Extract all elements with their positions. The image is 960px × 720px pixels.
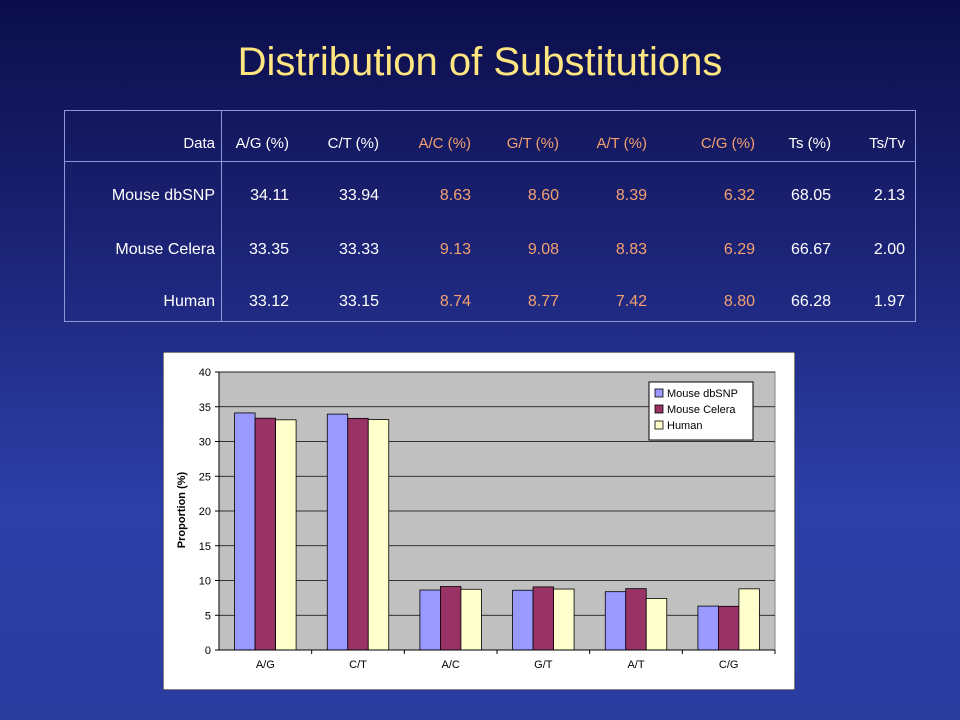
legend-swatch [654, 404, 664, 414]
legend-swatch [654, 388, 664, 398]
x-tick-labels: A/G C/T A/C G/T A/T C/G [256, 650, 776, 671]
bar-human-cg [738, 588, 760, 651]
x-tick-label: G/T [534, 659, 553, 671]
gridlines [219, 371, 775, 616]
bar-mouse-dbsnp-cg [697, 605, 719, 651]
x-tick-label: C/G [719, 659, 739, 671]
y-tick-label: 20 [199, 506, 211, 518]
x-tick-label: C/T [349, 659, 367, 671]
header-ac: A/C (%) [418, 135, 472, 152]
cell-ts: 66.67 [790, 241, 831, 258]
bar-mouse-dbsnp-gt [512, 589, 534, 651]
bar-mouse-celera-ct [347, 417, 369, 651]
cell-ag: 33.35 [248, 241, 289, 258]
row-label: Human [163, 293, 215, 310]
cell-ac: 8.74 [439, 293, 471, 310]
header-ts: Ts (%) [788, 135, 832, 152]
bar-human-gt [553, 588, 575, 651]
cell-ag: 34.11 [250, 187, 289, 204]
y-tick-label: 25 [199, 471, 211, 483]
row-label: Mouse Celera [115, 241, 215, 258]
legend-entry: Mouse dbSNP [667, 388, 738, 400]
cell-gt: 8.77 [527, 293, 559, 310]
cell-gt: 9.08 [527, 241, 559, 258]
table-divider-vertical [221, 111, 222, 321]
substitution-bar-chart: 0 5 10 15 20 25 30 35 40 A/G C/T A/C G/T A/T C/G Prop… [163, 352, 795, 690]
bars [234, 412, 760, 651]
bar-human-ac [460, 588, 482, 651]
table-divider-horizontal [65, 161, 915, 162]
cell-ts: 68.05 [790, 187, 831, 204]
cell-ac: 9.13 [439, 241, 471, 258]
x-tick-label: A/T [627, 659, 644, 671]
row-label: Mouse dbSNP [111, 187, 215, 204]
cell-cg: 6.32 [723, 187, 755, 204]
header-tstv: Ts/Tv [869, 135, 905, 152]
cell-at: 8.83 [615, 241, 647, 258]
cell-ct: 33.33 [338, 241, 379, 258]
cell-ag: 33.12 [248, 293, 289, 310]
y-tick-label: 0 [205, 645, 211, 657]
y-tick-label: 15 [199, 541, 211, 553]
bar-mouse-dbsnp-ac [419, 589, 441, 651]
cell-ac: 8.63 [439, 187, 471, 204]
y-tick-labels: 0 5 10 15 20 25 30 35 40 [199, 367, 219, 657]
substitution-table: Data A/G (%) C/T (%) A/C (%) G/T (%) A/T… [64, 110, 916, 322]
bar-mouse-dbsnp-ct [326, 413, 349, 651]
cell-tstv: 2.00 [873, 241, 905, 258]
legend-entry: Human [667, 420, 702, 432]
bar-mouse-celera-at [625, 588, 647, 651]
cell-at: 7.42 [615, 293, 647, 310]
y-tick-label: 40 [199, 367, 211, 379]
slide-title: Distribution of Substitutions [237, 40, 723, 84]
y-axis-label: Proportion (%) [176, 471, 188, 548]
bar-mouse-celera-ag [254, 417, 276, 651]
bar-human-ag [275, 419, 297, 651]
legend-box [648, 381, 754, 441]
cell-gt: 8.60 [527, 187, 559, 204]
header-cg: C/G (%) [700, 135, 755, 152]
header-data: Data [183, 135, 215, 152]
bar-mouse-dbsnp-at [604, 591, 627, 651]
cell-ct: 33.94 [338, 187, 379, 204]
legend-entry: Mouse Celera [667, 404, 736, 416]
y-tick-label: 35 [199, 402, 211, 414]
x-tick-label: A/C [441, 659, 459, 671]
bar-human-at [645, 598, 668, 651]
legend-swatch [654, 420, 664, 430]
cell-tstv: 2.13 [873, 187, 905, 204]
cell-ts: 66.28 [790, 293, 831, 310]
y-tick-label: 5 [205, 610, 211, 622]
bar-mouse-celera-gt [532, 586, 554, 651]
y-tick-label: 30 [199, 437, 211, 449]
header-ag: A/G (%) [235, 135, 289, 152]
cell-cg: 6.29 [723, 241, 755, 258]
bar-mouse-dbsnp-ag [234, 412, 256, 651]
cell-ct: 33.15 [338, 293, 379, 310]
cell-tstv: 1.97 [873, 293, 905, 310]
bar-mouse-celera-cg [718, 605, 740, 651]
cell-cg: 8.80 [723, 293, 755, 310]
header-at: A/T (%) [596, 135, 647, 152]
bar-human-ct [367, 419, 390, 651]
header-gt: G/T (%) [506, 135, 559, 152]
header-ct: C/T (%) [327, 135, 379, 152]
legend: Mouse dbSNP Mouse Celera Human [648, 381, 754, 441]
y-tick-label: 10 [199, 576, 211, 588]
x-tick-label: A/G [256, 659, 275, 671]
cell-at: 8.39 [615, 187, 647, 204]
bar-mouse-celera-ac [440, 586, 462, 651]
